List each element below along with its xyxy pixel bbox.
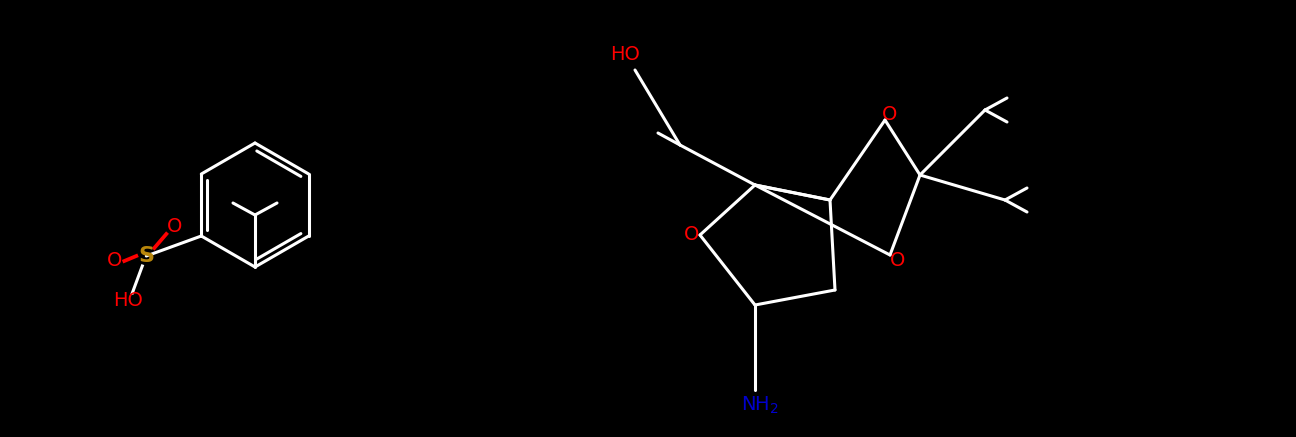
Text: S: S: [139, 246, 154, 266]
Text: O: O: [684, 225, 700, 244]
Text: O: O: [890, 250, 906, 270]
Text: O: O: [106, 252, 122, 271]
Text: HO: HO: [610, 45, 640, 65]
Text: HO: HO: [113, 291, 144, 311]
Text: NH$_2$: NH$_2$: [741, 394, 779, 416]
Text: O: O: [883, 105, 898, 125]
Text: O: O: [167, 216, 181, 236]
